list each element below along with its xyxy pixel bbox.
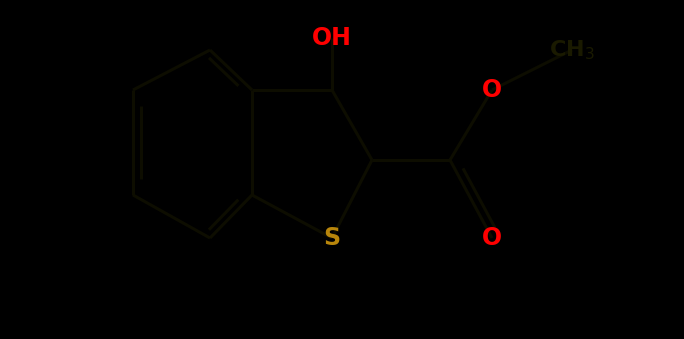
Text: CH$_3$: CH$_3$ [549, 38, 595, 62]
Text: S: S [324, 226, 341, 250]
Text: O: O [482, 78, 502, 102]
Text: O: O [482, 226, 502, 250]
Text: OH: OH [312, 26, 352, 50]
